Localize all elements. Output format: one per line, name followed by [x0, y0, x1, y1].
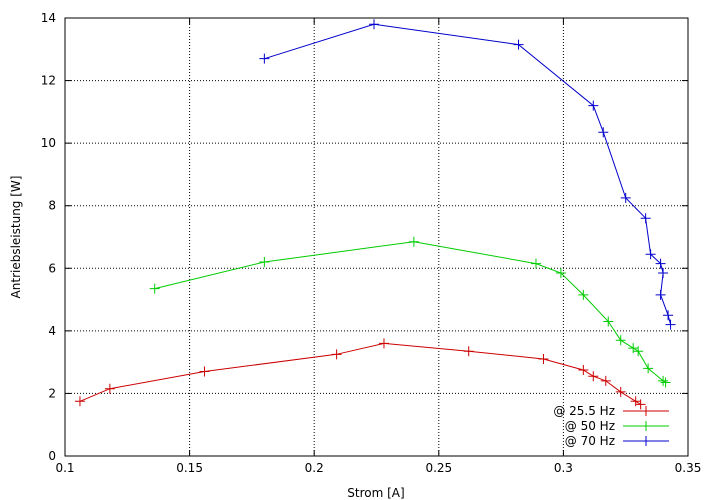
- data-point-marker: [640, 213, 651, 224]
- x-tick-label: 0.1: [55, 461, 74, 475]
- data-point-marker: [645, 249, 656, 260]
- data-point-marker: [658, 375, 669, 386]
- data-point-marker: [74, 396, 85, 407]
- data-point-marker: [658, 267, 669, 278]
- data-point-marker: [635, 399, 646, 410]
- data-point-marker: [555, 267, 566, 278]
- series-3: [259, 19, 676, 330]
- data-point-marker: [463, 346, 474, 357]
- data-point-marker: [538, 354, 549, 365]
- data-point-marker: [259, 53, 270, 64]
- data-point-marker: [259, 257, 270, 268]
- series-1: [74, 338, 646, 410]
- data-point-marker: [633, 346, 644, 357]
- y-tick-label: 14: [41, 11, 56, 25]
- data-point-marker: [378, 338, 389, 349]
- data-point-marker: [655, 258, 666, 269]
- y-tick-label: 10: [41, 136, 56, 150]
- legend-marker: [641, 436, 651, 446]
- legend-entry: @ 70 Hz: [565, 434, 669, 448]
- y-tick-label: 12: [41, 74, 56, 88]
- data-point-marker: [369, 19, 380, 30]
- data-point-marker: [199, 366, 210, 377]
- legend-label: @ 70 Hz: [565, 434, 615, 448]
- data-point-marker: [615, 335, 626, 346]
- data-point-marker: [603, 316, 614, 327]
- x-axis-label: Strom [A]: [347, 486, 404, 500]
- legend-label: @ 50 Hz: [565, 419, 615, 433]
- legend-label: @ 25.5 Hz: [553, 404, 615, 418]
- legend: @ 25.5 Hz@ 50 Hz@ 70 Hz: [553, 404, 669, 448]
- data-point-marker: [588, 371, 599, 382]
- series-2: [149, 236, 671, 388]
- data-point-marker: [530, 258, 541, 269]
- y-tick-label: 6: [48, 261, 56, 275]
- data-point-marker: [655, 289, 666, 300]
- data-point-marker: [615, 386, 626, 397]
- legend-entry: @ 50 Hz: [565, 419, 669, 433]
- data-point-marker: [104, 383, 115, 394]
- data-point-marker: [578, 289, 589, 300]
- x-tick-label: 0.15: [176, 461, 203, 475]
- axis-ticks: 0.1 0.15 0.2 0.25 0.3 0.35 0 2 4 6 8 10 12 14: [41, 11, 702, 475]
- y-tick-label: 2: [48, 386, 56, 400]
- data-point-marker: [408, 236, 419, 247]
- y-tick-label: 0: [48, 449, 56, 463]
- legend-entry: @ 25.5 Hz: [553, 404, 669, 418]
- data-point-marker: [663, 310, 674, 321]
- data-point-marker: [588, 100, 599, 111]
- data-point-marker: [578, 364, 589, 375]
- data-point-marker: [643, 363, 654, 374]
- data-point-marker: [600, 375, 611, 386]
- grid-lines: [65, 18, 688, 456]
- series-layer: [74, 19, 676, 410]
- data-point-marker: [331, 349, 342, 360]
- data-point-marker: [513, 39, 524, 50]
- x-tick-label: 0.35: [675, 461, 702, 475]
- data-point-marker: [620, 192, 631, 203]
- legend-marker: [641, 421, 651, 431]
- y-tick-label: 8: [48, 199, 56, 213]
- x-tick-label: 0.2: [305, 461, 324, 475]
- data-point-marker: [149, 283, 160, 294]
- data-point-marker: [598, 127, 609, 138]
- data-point-marker: [660, 377, 671, 388]
- data-point-marker: [665, 319, 676, 330]
- y-axis-label: Antriebsleistung [W]: [9, 176, 23, 299]
- y-tick-label: 4: [48, 324, 56, 338]
- legend-marker: [641, 406, 651, 416]
- x-tick-label: 0.25: [425, 461, 452, 475]
- x-tick-label: 0.3: [554, 461, 573, 475]
- plot-frame: [64, 17, 689, 457]
